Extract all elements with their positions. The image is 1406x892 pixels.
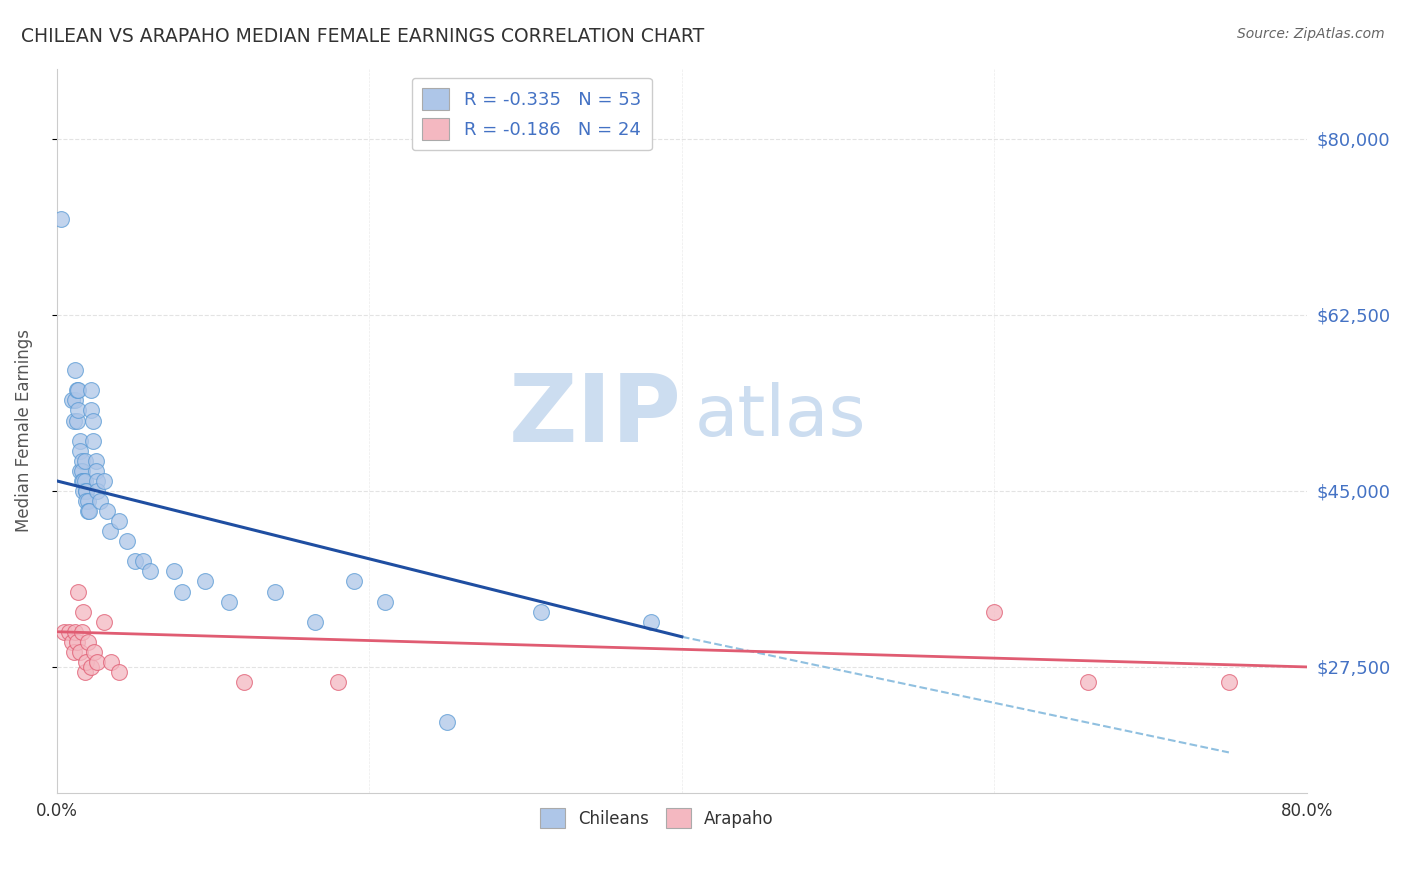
Point <box>115 534 138 549</box>
Point <box>218 594 240 608</box>
Point <box>69 434 91 448</box>
Text: ZIP: ZIP <box>509 370 682 462</box>
Point <box>75 494 97 508</box>
Point <box>326 675 349 690</box>
Point <box>108 514 131 528</box>
Point <box>124 554 146 568</box>
Point <box>65 393 87 408</box>
Point <box>67 384 90 398</box>
Point <box>70 474 93 488</box>
Point <box>83 645 105 659</box>
Point <box>79 504 101 518</box>
Legend: Chileans, Arapaho: Chileans, Arapaho <box>533 801 780 835</box>
Point <box>93 615 115 629</box>
Point <box>131 554 153 568</box>
Point <box>89 494 111 508</box>
Point <box>530 605 553 619</box>
Point <box>264 584 287 599</box>
Point <box>96 504 118 518</box>
Point <box>60 393 83 408</box>
Point <box>58 624 80 639</box>
Point <box>93 474 115 488</box>
Point <box>82 413 104 427</box>
Point <box>1077 675 1099 690</box>
Point <box>69 464 91 478</box>
Point <box>983 605 1005 619</box>
Point <box>84 454 107 468</box>
Point <box>233 675 256 690</box>
Point <box>1218 675 1240 690</box>
Point <box>51 212 73 227</box>
Point <box>75 655 97 669</box>
Point <box>82 434 104 448</box>
Point <box>70 624 93 639</box>
Point <box>640 615 662 629</box>
Y-axis label: Median Female Earnings: Median Female Earnings <box>15 329 32 533</box>
Point <box>73 665 96 679</box>
Point <box>76 494 98 508</box>
Point <box>60 634 83 648</box>
Point <box>163 565 186 579</box>
Point <box>65 363 87 377</box>
Point <box>73 474 96 488</box>
Point <box>86 655 108 669</box>
Point <box>66 634 89 648</box>
Point <box>80 660 103 674</box>
Point <box>67 584 90 599</box>
Point <box>374 594 396 608</box>
Point <box>72 483 94 498</box>
Text: CHILEAN VS ARAPAHO MEDIAN FEMALE EARNINGS CORRELATION CHART: CHILEAN VS ARAPAHO MEDIAN FEMALE EARNING… <box>21 27 704 45</box>
Text: atlas: atlas <box>695 382 866 450</box>
Point <box>69 443 91 458</box>
Text: Source: ZipAtlas.com: Source: ZipAtlas.com <box>1237 27 1385 41</box>
Point <box>70 454 93 468</box>
Point <box>342 574 364 589</box>
Point <box>80 384 103 398</box>
Point <box>72 605 94 619</box>
Point <box>75 483 97 498</box>
Point <box>66 413 89 427</box>
Point <box>86 474 108 488</box>
Point <box>70 464 93 478</box>
Point <box>53 624 76 639</box>
Point <box>98 524 121 538</box>
Point <box>84 464 107 478</box>
Point <box>76 504 98 518</box>
Point <box>80 403 103 417</box>
Point <box>62 413 84 427</box>
Point <box>100 655 122 669</box>
Point <box>170 584 193 599</box>
Point <box>76 634 98 648</box>
Point <box>194 574 217 589</box>
Point <box>67 403 90 417</box>
Point <box>436 715 458 730</box>
Point <box>66 384 89 398</box>
Point <box>304 615 326 629</box>
Point <box>73 454 96 468</box>
Point <box>139 565 162 579</box>
Point <box>86 483 108 498</box>
Point <box>72 474 94 488</box>
Point <box>108 665 131 679</box>
Point <box>75 483 97 498</box>
Point <box>65 624 87 639</box>
Point <box>62 645 84 659</box>
Point <box>69 645 91 659</box>
